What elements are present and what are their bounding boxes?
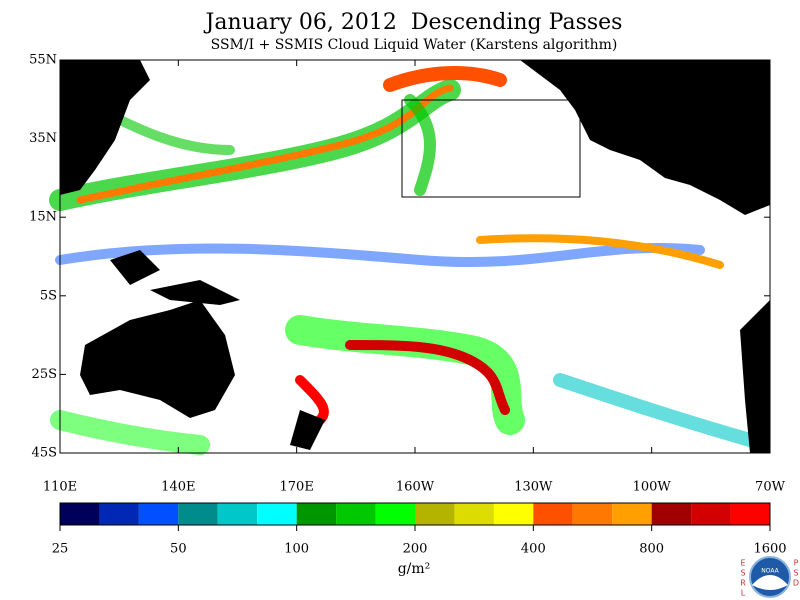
axis-labels: 55N 35N 15N 5S 25S 45S 110E 140E 170E 160W 130W 100… [29, 53, 786, 495]
land [60, 60, 770, 453]
lon-label: 110E [43, 480, 77, 495]
colorbar-swatch [178, 503, 218, 525]
lat-label: 45S [32, 446, 57, 461]
logo-letter: P [794, 559, 799, 568]
colorbar-swatch [493, 503, 534, 525]
lon-label: 160W [396, 480, 435, 495]
lon-label: 140E [161, 480, 195, 495]
colorbar-swatch [612, 503, 652, 525]
map [49, 59, 771, 455]
colorbar-label: 400 [521, 542, 546, 557]
colorbar-swatch [336, 503, 376, 525]
logo-right: PSD [793, 559, 799, 588]
logo-letter: E [740, 559, 745, 568]
colorbar-swatch [730, 503, 770, 525]
cloud-bands [49, 66, 757, 455]
colorbar-label: 100 [284, 542, 309, 557]
colorbar-swatch [60, 503, 100, 525]
colorbar-swatch [454, 503, 494, 525]
logo-letter: S [740, 569, 745, 578]
colorbar-swatch [99, 503, 139, 525]
lat-label: 55N [29, 53, 57, 68]
lon-label: 70W [755, 480, 786, 495]
colorbar-label: 200 [403, 542, 428, 557]
logo-letter: R [740, 579, 746, 588]
lon-label: 100W [633, 480, 672, 495]
colorbar-swatch [415, 503, 455, 525]
subtitle: SSM/I + SSMIS Cloud Liquid Water (Karste… [211, 37, 618, 53]
colorbar-swatch [257, 503, 297, 525]
logo-text: NOAA [761, 568, 779, 575]
colorbar-swatch [651, 503, 692, 525]
colorbar-label: 1600 [753, 542, 786, 557]
colorbar-swatch [296, 503, 337, 525]
title: January 06, 2012 Descending Passes [204, 10, 623, 35]
colorbar-swatch [572, 503, 613, 525]
colorbar-label: 800 [639, 542, 664, 557]
colorbar-swatch [217, 503, 258, 525]
logo-wave [752, 575, 788, 590]
colorbar-swatch [375, 503, 415, 525]
colorbar-label: 25 [52, 542, 69, 557]
lon-label: 170E [280, 480, 314, 495]
lat-label: 5S [40, 288, 57, 303]
region-box [401, 99, 581, 198]
colorbar: 25 50 100 200 400 800 1600 [52, 502, 787, 557]
colorbar-unit: g/m² [398, 561, 431, 577]
logo-letter: S [793, 569, 798, 578]
lat-label: 25S [32, 367, 57, 382]
lat-label: 35N [29, 131, 57, 146]
colorbar-swatch [138, 503, 179, 525]
colorbar-swatch [533, 503, 573, 525]
lon-label: 130W [514, 480, 553, 495]
lat-label: 15N [29, 210, 57, 225]
logo-letter: D [793, 579, 799, 588]
colorbar-swatch [691, 503, 731, 525]
colorbar-label: 50 [170, 542, 187, 557]
logo-letter: L [741, 589, 746, 598]
